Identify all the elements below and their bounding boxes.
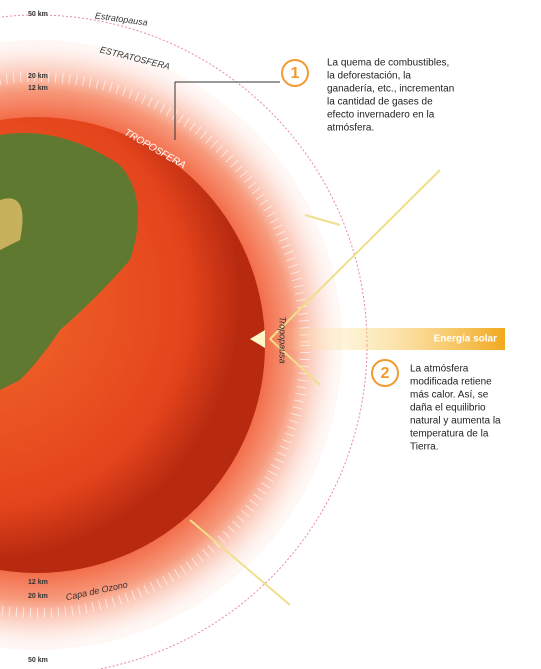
scale-label: 20 km bbox=[28, 73, 48, 80]
note-line: ganadería, etc., incrementan bbox=[327, 84, 454, 95]
scale-label: 20 km bbox=[28, 593, 48, 600]
step-number: 1 bbox=[291, 65, 300, 82]
diagram: 50 km 20 km 12 km 12 km 20 km 50 km Estr… bbox=[0, 0, 541, 669]
note-line: La quema de combustibles, bbox=[327, 58, 449, 69]
note-line: La atmósfera bbox=[410, 364, 469, 375]
scale-label: 12 km bbox=[28, 85, 48, 92]
note-line: atmósfera. bbox=[327, 123, 374, 134]
note-line: natural y aumenta la bbox=[410, 416, 501, 427]
note-line: daña el equilibrio bbox=[410, 403, 486, 414]
note-line: la cantidad de gases de bbox=[327, 97, 433, 108]
scale-label: 50 km bbox=[28, 11, 48, 18]
step1-text: La quema de combustibles, la deforestació… bbox=[327, 58, 454, 134]
note-line: la deforestación, la bbox=[327, 71, 411, 82]
note-line: más calor. Así, se bbox=[410, 390, 489, 401]
note-line: Tierra. bbox=[410, 442, 439, 453]
note-line: modificada retiene bbox=[410, 377, 492, 388]
scale-label: 50 km bbox=[28, 657, 48, 664]
note-line: temperatura de la bbox=[410, 429, 489, 440]
layer-label: Estratopausa bbox=[94, 10, 148, 27]
step2-text: La atmósfera modificada retiene más calor.… bbox=[410, 364, 501, 453]
scale-label: 12 km bbox=[28, 579, 48, 586]
note-line: efecto invernadero en la bbox=[327, 110, 435, 121]
step-number: 2 bbox=[381, 365, 390, 382]
layer-label: Tropopausa bbox=[278, 316, 288, 363]
solar-label: Energía solar bbox=[434, 334, 497, 345]
